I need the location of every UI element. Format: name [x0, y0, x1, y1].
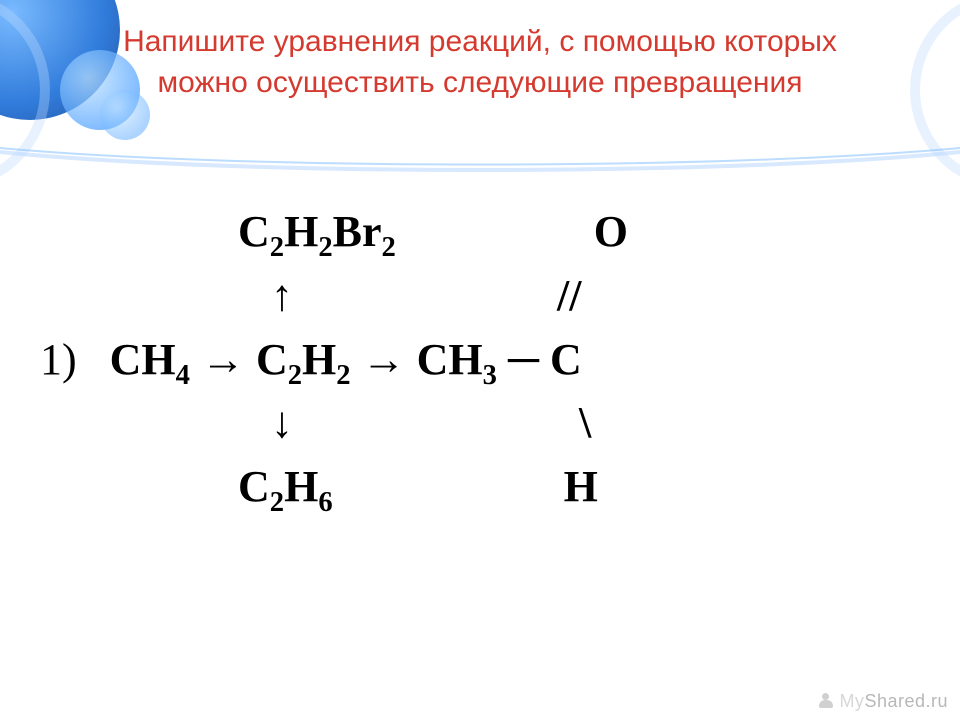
reaction-row-1: С2H2Br2 O: [40, 200, 920, 264]
arc-right-decoration: [870, 18, 960, 148]
slide: Напишите уравнения реакций, с помощью ко…: [0, 0, 960, 720]
watermark-suffix: .ru: [925, 691, 948, 711]
reaction-scheme: С2H2Br2 O ↑ // 1) CH4 → C2H2 → CH3 ─ C ↓…: [40, 200, 920, 519]
watermark: MyShared.ru: [817, 691, 948, 712]
reaction-row-5: C2H6 H: [40, 455, 920, 519]
person-icon: [817, 692, 835, 710]
reaction-row-4: ↓ \: [40, 391, 920, 455]
arc-left-decoration: [0, 18, 90, 148]
reaction-row-2: ↑ //: [40, 264, 920, 328]
watermark-part2: Shared: [864, 691, 925, 711]
reaction-row-3: 1) CH4 → C2H2 → CH3 ─ C: [40, 328, 920, 392]
watermark-part1: My: [839, 691, 864, 711]
slide-title: Напишите уравнения реакций, с помощью ко…: [80, 22, 880, 103]
